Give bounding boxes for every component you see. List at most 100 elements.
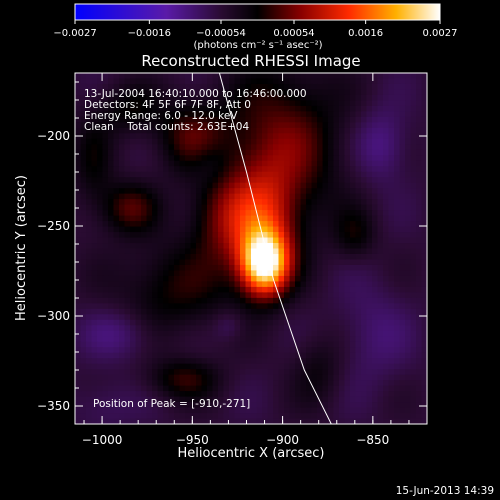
heatmap-cell bbox=[317, 149, 324, 156]
heatmap-cell bbox=[113, 144, 120, 151]
heatmap-cell bbox=[262, 100, 269, 107]
heatmap-cell bbox=[377, 127, 384, 134]
heatmap-cell bbox=[119, 204, 126, 211]
heatmap-cell bbox=[388, 215, 395, 222]
heatmap-cell bbox=[240, 89, 247, 96]
heatmap-cell bbox=[146, 270, 153, 277]
heatmap-cell bbox=[251, 193, 258, 200]
heatmap-cell bbox=[377, 160, 384, 167]
heatmap-cell bbox=[157, 105, 164, 112]
heatmap-cell bbox=[322, 100, 329, 107]
heatmap-cell bbox=[119, 210, 126, 217]
heatmap-cell bbox=[207, 413, 214, 420]
heatmap-cell bbox=[372, 358, 379, 365]
heatmap-cell bbox=[421, 144, 427, 151]
heatmap-cell bbox=[361, 144, 368, 151]
heatmap-cell bbox=[113, 385, 120, 392]
heatmap-cell bbox=[273, 281, 280, 288]
heatmap-cell bbox=[317, 374, 324, 381]
heatmap-cell bbox=[377, 133, 384, 140]
heatmap-cell bbox=[80, 358, 87, 365]
heatmap-cell bbox=[295, 89, 302, 96]
heatmap-cell bbox=[86, 171, 93, 178]
heatmap-cell bbox=[157, 127, 164, 134]
heatmap-cell bbox=[108, 149, 115, 156]
heatmap-cell bbox=[278, 402, 285, 409]
heatmap-cell bbox=[168, 210, 175, 217]
heatmap-cell bbox=[119, 281, 126, 288]
heatmap-cell bbox=[416, 78, 423, 85]
heatmap-cell bbox=[377, 369, 384, 376]
heatmap-cell bbox=[201, 385, 208, 392]
heatmap-cell bbox=[251, 347, 258, 354]
heatmap-cell bbox=[174, 303, 181, 310]
heatmap-cell bbox=[97, 155, 104, 162]
heatmap-cell bbox=[361, 221, 368, 228]
heatmap-cell bbox=[168, 116, 175, 123]
heatmap-cell bbox=[245, 210, 252, 217]
heatmap-cell bbox=[262, 105, 269, 112]
heatmap-cell bbox=[333, 347, 340, 354]
heatmap-cell bbox=[168, 155, 175, 162]
heatmap-cell bbox=[212, 177, 219, 184]
heatmap-cell bbox=[262, 402, 269, 409]
heatmap-cell bbox=[372, 83, 379, 91]
heatmap-cell bbox=[410, 308, 417, 315]
heatmap-cell bbox=[372, 199, 379, 206]
heatmap-cell bbox=[350, 325, 357, 332]
heatmap-cell bbox=[322, 303, 329, 310]
heatmap-cell bbox=[377, 149, 384, 156]
heatmap-cell bbox=[355, 292, 362, 299]
heatmap-cell bbox=[135, 380, 142, 387]
heatmap-cell bbox=[157, 100, 164, 107]
heatmap-cell bbox=[262, 204, 269, 211]
heatmap-cell bbox=[113, 413, 120, 420]
heatmap-cell bbox=[366, 391, 373, 398]
heatmap-cell bbox=[196, 352, 203, 359]
heatmap-cell bbox=[256, 149, 263, 156]
heatmap-cell bbox=[157, 199, 164, 206]
heatmap-cell bbox=[399, 347, 406, 354]
heatmap-cell bbox=[245, 270, 252, 277]
heatmap-cell bbox=[328, 100, 335, 107]
heatmap-cell bbox=[223, 127, 230, 134]
heatmap-cell bbox=[383, 385, 390, 392]
heatmap-cell bbox=[372, 215, 379, 222]
heatmap-cell bbox=[157, 374, 164, 381]
heatmap-cell bbox=[251, 374, 258, 381]
heatmap-cell bbox=[267, 380, 274, 387]
heatmap-cell bbox=[372, 193, 379, 200]
heatmap-cell bbox=[278, 281, 285, 288]
heatmap-cell bbox=[300, 286, 307, 293]
heatmap-cell bbox=[267, 292, 274, 299]
heatmap-cell bbox=[311, 73, 318, 80]
heatmap-cell bbox=[278, 215, 285, 222]
heatmap-cell bbox=[119, 286, 126, 293]
heatmap-cell bbox=[333, 248, 340, 255]
heatmap-cell bbox=[91, 138, 98, 145]
heatmap-cell bbox=[102, 369, 109, 376]
heatmap-cell bbox=[234, 127, 241, 134]
heatmap-cell bbox=[207, 286, 214, 293]
heatmap-cell bbox=[311, 138, 318, 145]
heatmap-cell bbox=[273, 73, 280, 80]
heatmap-cell bbox=[317, 253, 324, 261]
heatmap-cell bbox=[196, 237, 203, 244]
heatmap-cell bbox=[201, 78, 208, 85]
heatmap-cell bbox=[91, 330, 98, 337]
heatmap-cell bbox=[207, 325, 214, 332]
heatmap-cell bbox=[190, 380, 197, 387]
heatmap-cell bbox=[317, 116, 324, 123]
heatmap-cell bbox=[399, 105, 406, 112]
heatmap-cell bbox=[377, 275, 384, 282]
heatmap-cell bbox=[405, 215, 412, 222]
heatmap-cell bbox=[306, 275, 313, 282]
heatmap-cell bbox=[207, 89, 214, 96]
heatmap-cell bbox=[361, 116, 368, 123]
heatmap-cell bbox=[273, 363, 280, 370]
heatmap-cell bbox=[273, 133, 280, 140]
heatmap-cell bbox=[212, 418, 219, 424]
heatmap-cell bbox=[245, 232, 252, 239]
heatmap-cell bbox=[410, 188, 417, 195]
heatmap-cell bbox=[416, 160, 423, 167]
